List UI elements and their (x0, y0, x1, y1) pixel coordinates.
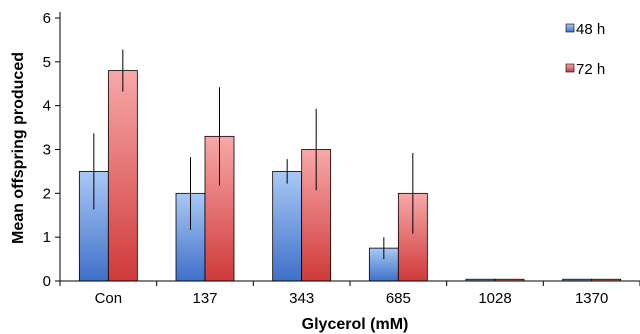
y-tick-label: 5 (43, 54, 51, 71)
legend-label: 48 h (576, 21, 605, 38)
error-bars-group (93, 49, 414, 260)
x-tick-labels: Con 137 343 685 1028 1370 (59, 281, 640, 307)
legend: 48 h 72 h (565, 21, 605, 78)
y-tick-label: 3 (43, 142, 51, 159)
x-tick-label: 343 (289, 290, 314, 307)
x-tick-label: Con (95, 290, 123, 307)
bar-series1-343 (272, 171, 303, 282)
y-tick-label: 4 (43, 98, 51, 115)
axes-group (59, 12, 640, 282)
legend-swatch (565, 23, 575, 33)
legend-swatch (565, 63, 575, 73)
x-tick-label: 1370 (575, 290, 608, 307)
y-tick-label: 0 (43, 273, 51, 290)
x-axis-title: Glycerol (mM) (302, 316, 409, 333)
y-tick-label: 6 (43, 10, 51, 27)
legend-label: 72 h (576, 61, 605, 78)
x-tick-label: 137 (192, 290, 217, 307)
x-tick-label: 685 (386, 290, 411, 307)
y-tick-label: 2 (43, 185, 51, 202)
x-tick-label: 1028 (478, 290, 511, 307)
y-axis-title: Mean offspring produced (10, 52, 27, 244)
y-tick-label: 1 (43, 229, 51, 246)
bar-series2-Con (107, 70, 138, 282)
y-tick-labels: 0 1 2 3 4 5 6 (43, 10, 60, 290)
bars-group (78, 70, 622, 282)
